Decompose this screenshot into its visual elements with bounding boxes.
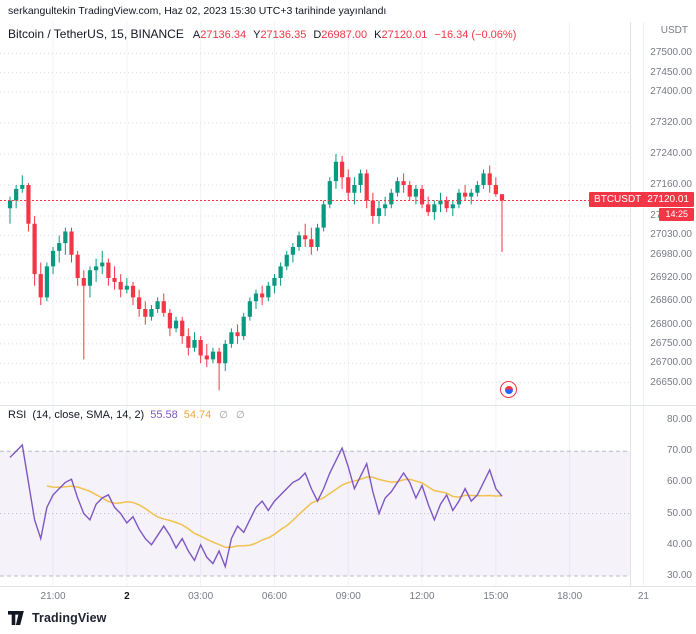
rsi-more-icon[interactable]: ∅ — [236, 410, 245, 421]
last-price-badge: BTCUSDT 27120.01 14:25 — [589, 192, 694, 222]
emoji-marker[interactable] — [500, 381, 517, 398]
currency-label: USDT — [660, 25, 688, 36]
change-value: −16.34 (−0.06%) — [434, 29, 517, 41]
open-value: A27136.34 — [192, 29, 247, 41]
rsi-params: (14, close, SMA, 14, 2) — [32, 409, 145, 421]
last-price-label: BTCUSDT 27120.01 — [589, 192, 694, 208]
close-value: K27120.01 — [374, 29, 428, 41]
high-value: Y27136.35 — [253, 29, 307, 41]
rsi-ma-value: 54.74 — [183, 409, 212, 421]
tradingview-logo-icon[interactable] — [8, 611, 26, 625]
low-value: D26987.00 — [313, 29, 368, 41]
rsi-legend[interactable]: RSI (14, close, SMA, 14, 2) 55.58 54.74 … — [8, 409, 245, 421]
emoji-marker-face — [504, 385, 513, 394]
symbol-title: Bitcoin / TetherUS, 15, BINANCE — [8, 27, 184, 41]
ohlc-values: A27136.34 Y27136.35 D26987.00 K27120.01 … — [193, 29, 517, 41]
badge-price: 27120.01 — [647, 194, 689, 206]
rsi-value: 55.58 — [150, 409, 178, 421]
publish-info: serkangultekin TradingView.com, Haz 02, … — [0, 0, 696, 22]
rsi-title: RSI — [8, 409, 27, 421]
bar-countdown: 14:25 — [659, 208, 694, 222]
symbol-legend[interactable]: Bitcoin / TetherUS, 15, BINANCE A27136.3… — [8, 27, 516, 41]
badge-symbol: BTCUSDT — [594, 194, 642, 206]
brand-name: TradingView — [32, 611, 107, 625]
footer-brand: TradingView — [8, 611, 107, 625]
rsi-hide-icon[interactable]: ∅ — [219, 410, 229, 421]
